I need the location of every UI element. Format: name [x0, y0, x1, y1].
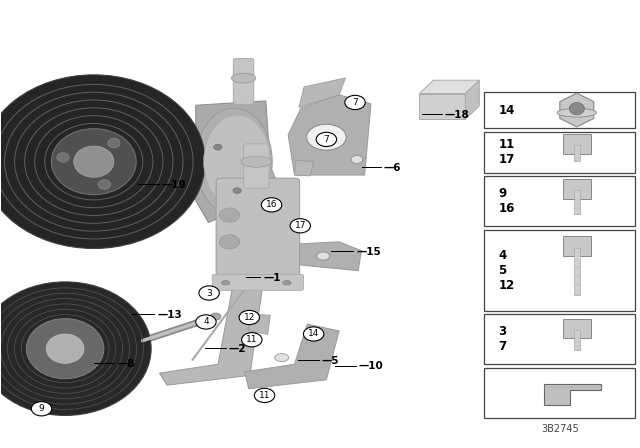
Polygon shape: [159, 280, 262, 385]
Polygon shape: [563, 236, 591, 256]
Text: 4
5
12: 4 5 12: [499, 249, 515, 292]
Ellipse shape: [241, 156, 271, 167]
Ellipse shape: [99, 180, 111, 190]
Polygon shape: [291, 242, 362, 271]
Polygon shape: [245, 324, 339, 389]
Text: 7: 7: [352, 98, 358, 107]
Text: 12: 12: [244, 313, 255, 322]
Circle shape: [31, 402, 52, 416]
FancyBboxPatch shape: [573, 330, 580, 350]
Ellipse shape: [108, 138, 120, 148]
Ellipse shape: [220, 235, 240, 249]
Polygon shape: [228, 209, 285, 257]
Text: —13: —13: [157, 310, 182, 320]
Text: —8: —8: [117, 359, 135, 369]
Circle shape: [261, 198, 282, 212]
Ellipse shape: [46, 334, 84, 363]
Ellipse shape: [351, 155, 363, 164]
Ellipse shape: [232, 73, 255, 83]
Circle shape: [242, 332, 262, 347]
Ellipse shape: [307, 124, 346, 150]
Ellipse shape: [204, 115, 271, 208]
FancyBboxPatch shape: [484, 92, 636, 128]
FancyBboxPatch shape: [573, 248, 580, 295]
FancyBboxPatch shape: [484, 230, 636, 311]
FancyBboxPatch shape: [234, 59, 253, 104]
Ellipse shape: [214, 144, 222, 150]
Text: —18: —18: [444, 110, 469, 120]
Circle shape: [345, 95, 365, 110]
Text: 16: 16: [266, 200, 277, 209]
Polygon shape: [563, 319, 591, 338]
Ellipse shape: [51, 129, 136, 195]
Ellipse shape: [283, 280, 291, 285]
Ellipse shape: [220, 208, 240, 222]
Text: —5: —5: [322, 356, 339, 366]
Circle shape: [239, 310, 259, 325]
FancyBboxPatch shape: [573, 145, 580, 161]
Text: 3B2745: 3B2745: [541, 424, 579, 434]
Ellipse shape: [221, 280, 230, 285]
Ellipse shape: [0, 282, 151, 415]
FancyBboxPatch shape: [573, 190, 580, 214]
FancyBboxPatch shape: [212, 274, 303, 290]
FancyBboxPatch shape: [244, 144, 269, 188]
Ellipse shape: [211, 313, 221, 320]
FancyBboxPatch shape: [484, 314, 636, 364]
Ellipse shape: [557, 108, 596, 117]
Text: —15: —15: [356, 246, 381, 257]
Text: 14: 14: [308, 329, 319, 339]
Text: 3
7: 3 7: [499, 325, 506, 353]
Circle shape: [254, 388, 275, 403]
Ellipse shape: [196, 108, 272, 215]
Ellipse shape: [26, 319, 104, 379]
Text: —10: —10: [359, 362, 383, 371]
Text: 11
17: 11 17: [499, 138, 515, 166]
Ellipse shape: [74, 146, 114, 177]
Ellipse shape: [233, 188, 241, 194]
Text: 11: 11: [246, 335, 257, 344]
Ellipse shape: [57, 153, 69, 162]
Text: 7: 7: [323, 135, 329, 144]
Polygon shape: [215, 170, 291, 223]
Polygon shape: [465, 80, 479, 119]
Polygon shape: [196, 101, 272, 223]
Polygon shape: [419, 80, 479, 94]
FancyBboxPatch shape: [419, 94, 465, 119]
Polygon shape: [294, 160, 314, 176]
Polygon shape: [288, 95, 371, 175]
Ellipse shape: [275, 353, 289, 362]
FancyBboxPatch shape: [484, 368, 636, 418]
FancyBboxPatch shape: [484, 132, 636, 173]
FancyBboxPatch shape: [484, 177, 636, 226]
Text: 9: 9: [38, 404, 44, 413]
Polygon shape: [563, 134, 591, 154]
Ellipse shape: [317, 252, 330, 260]
Ellipse shape: [569, 103, 584, 115]
Text: —2: —2: [229, 344, 246, 353]
Polygon shape: [543, 384, 601, 405]
Text: —1: —1: [264, 273, 282, 283]
Circle shape: [290, 219, 310, 233]
Text: 3: 3: [206, 289, 212, 297]
Circle shape: [303, 327, 324, 341]
Text: 17: 17: [294, 221, 306, 230]
Circle shape: [316, 132, 337, 146]
Polygon shape: [563, 179, 591, 199]
FancyBboxPatch shape: [216, 178, 300, 283]
Polygon shape: [248, 314, 270, 334]
Text: —19: —19: [162, 180, 187, 190]
Text: 4: 4: [203, 318, 209, 327]
Polygon shape: [299, 78, 346, 108]
Ellipse shape: [252, 144, 260, 150]
Text: —6: —6: [384, 163, 401, 173]
Text: 9
16: 9 16: [499, 187, 515, 215]
Circle shape: [199, 286, 220, 300]
Ellipse shape: [0, 75, 205, 249]
Polygon shape: [560, 93, 594, 127]
Text: 11: 11: [259, 391, 270, 400]
Text: 14: 14: [499, 103, 515, 116]
Circle shape: [196, 315, 216, 329]
